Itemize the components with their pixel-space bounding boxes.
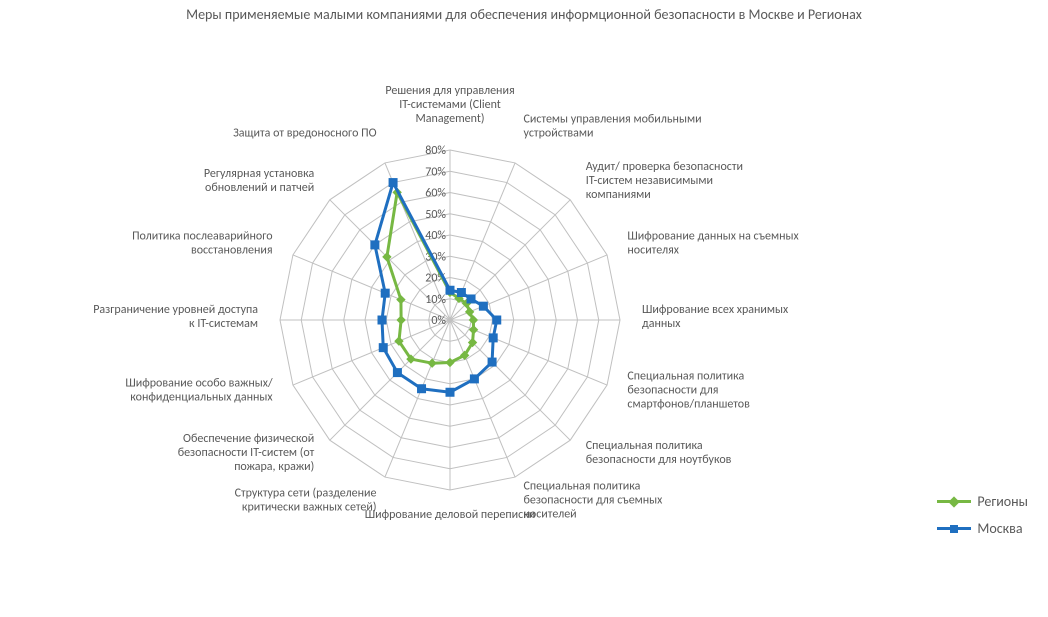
svg-text:70%: 70% <box>425 165 446 179</box>
legend-label: Москва <box>977 520 1022 537</box>
square-icon <box>950 525 958 533</box>
diamond-icon <box>949 496 960 507</box>
svg-text:Специальная политикабезопаснос: Специальная политикабезопасности для съе… <box>523 479 663 521</box>
svg-text:Специальная политикабезопаснос: Специальная политикабезопасности для ноу… <box>586 439 732 467</box>
legend-swatch <box>937 500 971 503</box>
svg-text:Шифрование данных на съемныхно: Шифрование данных на съемныхносителях <box>627 230 799 258</box>
radar-chart: 0%10%20%30%40%50%60%70%80%Решения для уп… <box>0 30 900 610</box>
svg-text:Обеспечение физическойбезопасн: Обеспечение физическойбезопасности IT-си… <box>178 432 315 474</box>
chart-title: Меры применяемые малыми компаниями для о… <box>0 6 1048 23</box>
page-root: { "title": "Меры применяемые малыми комп… <box>0 0 1048 617</box>
svg-text:40%: 40% <box>425 229 446 243</box>
svg-text:Шифрование особо важных/конфид: Шифрование особо важных/конфиденциальных… <box>125 376 273 404</box>
svg-text:10%: 10% <box>425 293 446 307</box>
svg-text:Защита от вредоносного ПО: Защита от вредоносного ПО <box>233 127 376 141</box>
legend-swatch <box>937 527 971 530</box>
svg-text:Структура сети (разделениекрит: Структура сети (разделениекритически важ… <box>235 486 377 514</box>
svg-text:80%: 80% <box>425 144 446 158</box>
svg-text:0%: 0% <box>431 314 446 328</box>
svg-text:50%: 50% <box>425 208 446 222</box>
svg-text:Шифрование деловой переписки: Шифрование деловой переписки <box>365 508 536 522</box>
svg-text:Шифрование всех хранимыхданных: Шифрование всех хранимыхданных <box>642 303 789 331</box>
svg-text:Политика послеаварийноговосста: Политика послеаварийноговосстановления <box>132 230 273 258</box>
svg-text:Аудит/ проверка безопасностиIT: Аудит/ проверка безопасностиIT-систем не… <box>586 160 743 202</box>
legend-item-moscow: Москва <box>937 520 1028 537</box>
svg-text:Специальная политикабезопаснос: Специальная политикабезопасности длясмар… <box>627 369 750 411</box>
svg-text:Решения для управленияIT-систе: Решения для управленияIT-системами (Clie… <box>385 84 514 126</box>
svg-text:60%: 60% <box>425 187 446 201</box>
svg-text:Системы управления мобильнымиу: Системы управления мобильнымиустройствам… <box>523 113 701 141</box>
svg-text:Разграничение уровней доступак: Разграничение уровней доступак IT-систем… <box>93 303 258 331</box>
legend: Регионы Москва <box>937 483 1028 537</box>
svg-text:Регулярная установкаобновлений: Регулярная установкаобновлений и патчей <box>204 167 315 195</box>
legend-label: Регионы <box>977 493 1028 510</box>
legend-item-regions: Регионы <box>937 493 1028 510</box>
